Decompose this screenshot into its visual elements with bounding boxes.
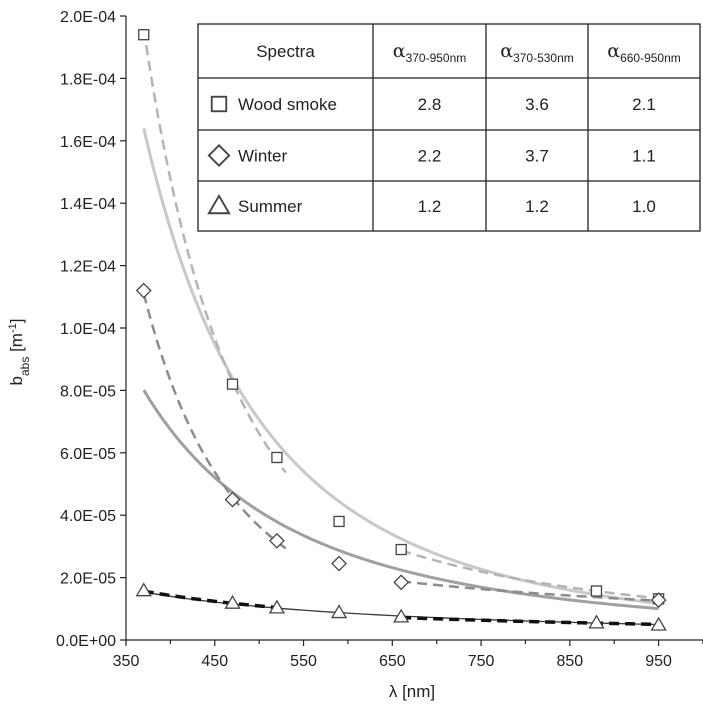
segment-fit-triangle xyxy=(144,591,286,608)
table-cell-value: 1.1 xyxy=(632,147,656,166)
table-cell-value: 1.2 xyxy=(418,197,442,216)
y-tick-label: 8.0E-05 xyxy=(60,383,116,400)
data-point-square xyxy=(591,586,601,596)
table-header-spectra: Spectra xyxy=(256,42,315,61)
x-tick-label: 850 xyxy=(556,653,583,670)
alpha-table: Spectra α370-950nm α370-530nm α660-950nmWoo… xyxy=(198,24,700,231)
table-legend-square-icon xyxy=(212,97,227,112)
table-cell-value: 2.8 xyxy=(418,95,442,114)
data-point-diamond xyxy=(394,575,408,589)
y-tick-label: 1.2E-04 xyxy=(60,259,116,276)
y-tick-label: 1.8E-04 xyxy=(60,71,116,88)
x-tick-label: 550 xyxy=(290,653,317,670)
x-tick-label: 750 xyxy=(468,653,495,670)
table-cell-value: 1.0 xyxy=(632,197,656,216)
y-tick-label: 2.0E-05 xyxy=(60,571,116,588)
data-point-diamond xyxy=(332,557,346,571)
data-point-triangle xyxy=(332,606,346,618)
data-point-diamond xyxy=(137,284,151,298)
x-tick-label: 650 xyxy=(379,653,406,670)
y-tick-label: 4.0E-05 xyxy=(60,508,116,525)
data-point-triangle xyxy=(137,584,151,596)
table-cell-value: 3.7 xyxy=(525,147,549,166)
data-point-square xyxy=(396,545,406,555)
y-tick-label: 0.0E+00 xyxy=(56,633,116,650)
y-tick-label: 1.4E-04 xyxy=(60,196,116,213)
y-tick-label: 2.0E-04 xyxy=(60,9,116,26)
table-row-label: Wood smoke xyxy=(238,95,337,114)
table-cell-value: 1.2 xyxy=(525,197,549,216)
data-point-square xyxy=(139,30,149,40)
x-tick-label: 350 xyxy=(113,653,140,670)
table-row-label: Summer xyxy=(238,197,303,216)
y-axis-title: babs [m-1] xyxy=(7,319,32,386)
x-tick-label: 950 xyxy=(645,653,672,670)
segment-fit-square xyxy=(401,550,658,598)
data-point-square xyxy=(334,516,344,526)
table-cell-value: 2.2 xyxy=(418,147,442,166)
y-tick-label: 1.0E-04 xyxy=(60,321,116,338)
data-point-square xyxy=(272,452,282,462)
table-cell-value: 3.6 xyxy=(525,95,549,114)
table-row-label: Winter xyxy=(238,147,287,166)
y-tick-label: 1.6E-04 xyxy=(60,134,116,151)
data-point-square xyxy=(228,379,238,389)
x-tick-label: 450 xyxy=(201,653,228,670)
y-tick-label: 6.0E-05 xyxy=(60,446,116,463)
x-axis-title: λ [nm] xyxy=(389,682,435,701)
table-cell-value: 2.1 xyxy=(632,95,656,114)
